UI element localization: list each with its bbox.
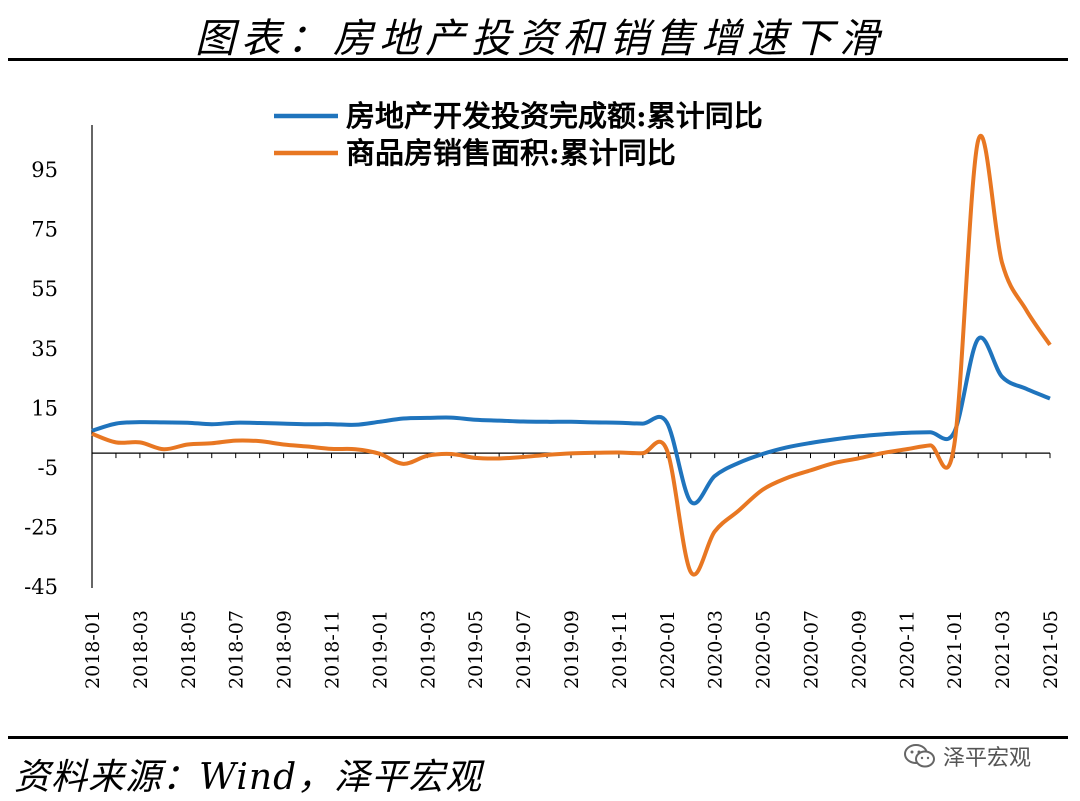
y-tick-label: 95	[31, 158, 58, 182]
y-tick-label: 15	[31, 396, 58, 420]
footer-divider	[8, 736, 1068, 739]
y-tick-label: -5	[38, 456, 58, 480]
x-axis-ticks: 2018-01 2018-03 2018-05 2018-07 2018-09 2018-…	[82, 453, 1062, 689]
y-tick-label: 55	[31, 277, 58, 301]
series-line-investment	[91, 335, 1051, 506]
x-tick-label: 2020-01	[657, 610, 679, 689]
x-tick-label: 2019-05	[465, 610, 487, 689]
watermark-text: 泽平宏观	[943, 746, 1032, 771]
x-tick-label: 2018-09	[274, 610, 296, 689]
series-lines	[91, 134, 1052, 577]
x-tick-label: 2018-03	[130, 610, 152, 689]
legend: 房地产开发投资完成额:累计同比 商品房销售面积:累计同比	[274, 99, 763, 170]
x-tick-label: 2020-11	[896, 610, 918, 689]
legend-label-investment: 房地产开发投资完成额:累计同比	[346, 99, 763, 133]
x-tick-label: 2020-07	[801, 610, 823, 689]
x-tick-label: 2020-09	[848, 610, 870, 689]
wechat-icon	[904, 744, 935, 768]
line-chart: 95 75 55 35 15 -5 -25 -45 2018-01 2018-03 2018-05…	[24, 99, 1062, 689]
x-tick-label: 2018-07	[226, 610, 248, 689]
x-tick-label: 2019-09	[561, 610, 583, 689]
y-tick-label: 75	[31, 218, 58, 242]
x-tick-label: 2019-07	[513, 610, 535, 689]
x-tick-label: 2018-11	[322, 610, 344, 689]
plot-area: 95 75 55 35 15 -5 -25 -45 2018-01 2018-03 2018-05…	[24, 125, 1062, 689]
page-title: 图表：房地产投资和销售增速下滑	[195, 16, 885, 62]
x-tick-label: 2020-03	[705, 610, 727, 689]
title-divider	[8, 58, 1068, 61]
x-tick-label: 2020-05	[753, 610, 775, 689]
series-line-sales	[91, 134, 1052, 577]
x-tick-label: 2021-01	[944, 610, 966, 689]
x-tick-label: 2021-05	[1040, 610, 1062, 689]
y-tick-label: 35	[31, 337, 58, 361]
y-axis-ticks: 95 75 55 35 15 -5 -25 -45	[24, 158, 58, 599]
x-tick-label: 2019-01	[369, 610, 391, 689]
legend-label-sales: 商品房销售面积:累计同比	[346, 136, 676, 170]
source-note: 资料来源：Wind，泽平宏观	[14, 757, 483, 798]
x-tick-label: 2019-11	[609, 610, 631, 689]
x-tick-label: 2018-01	[82, 610, 104, 689]
x-tick-label: 2019-03	[417, 610, 439, 689]
y-tick-label: -45	[24, 575, 58, 599]
watermark: 泽平宏观	[903, 738, 1031, 774]
y-tick-label: -25	[24, 516, 58, 540]
x-tick-label: 2018-05	[178, 610, 200, 689]
x-tick-label: 2021-03	[992, 610, 1014, 689]
